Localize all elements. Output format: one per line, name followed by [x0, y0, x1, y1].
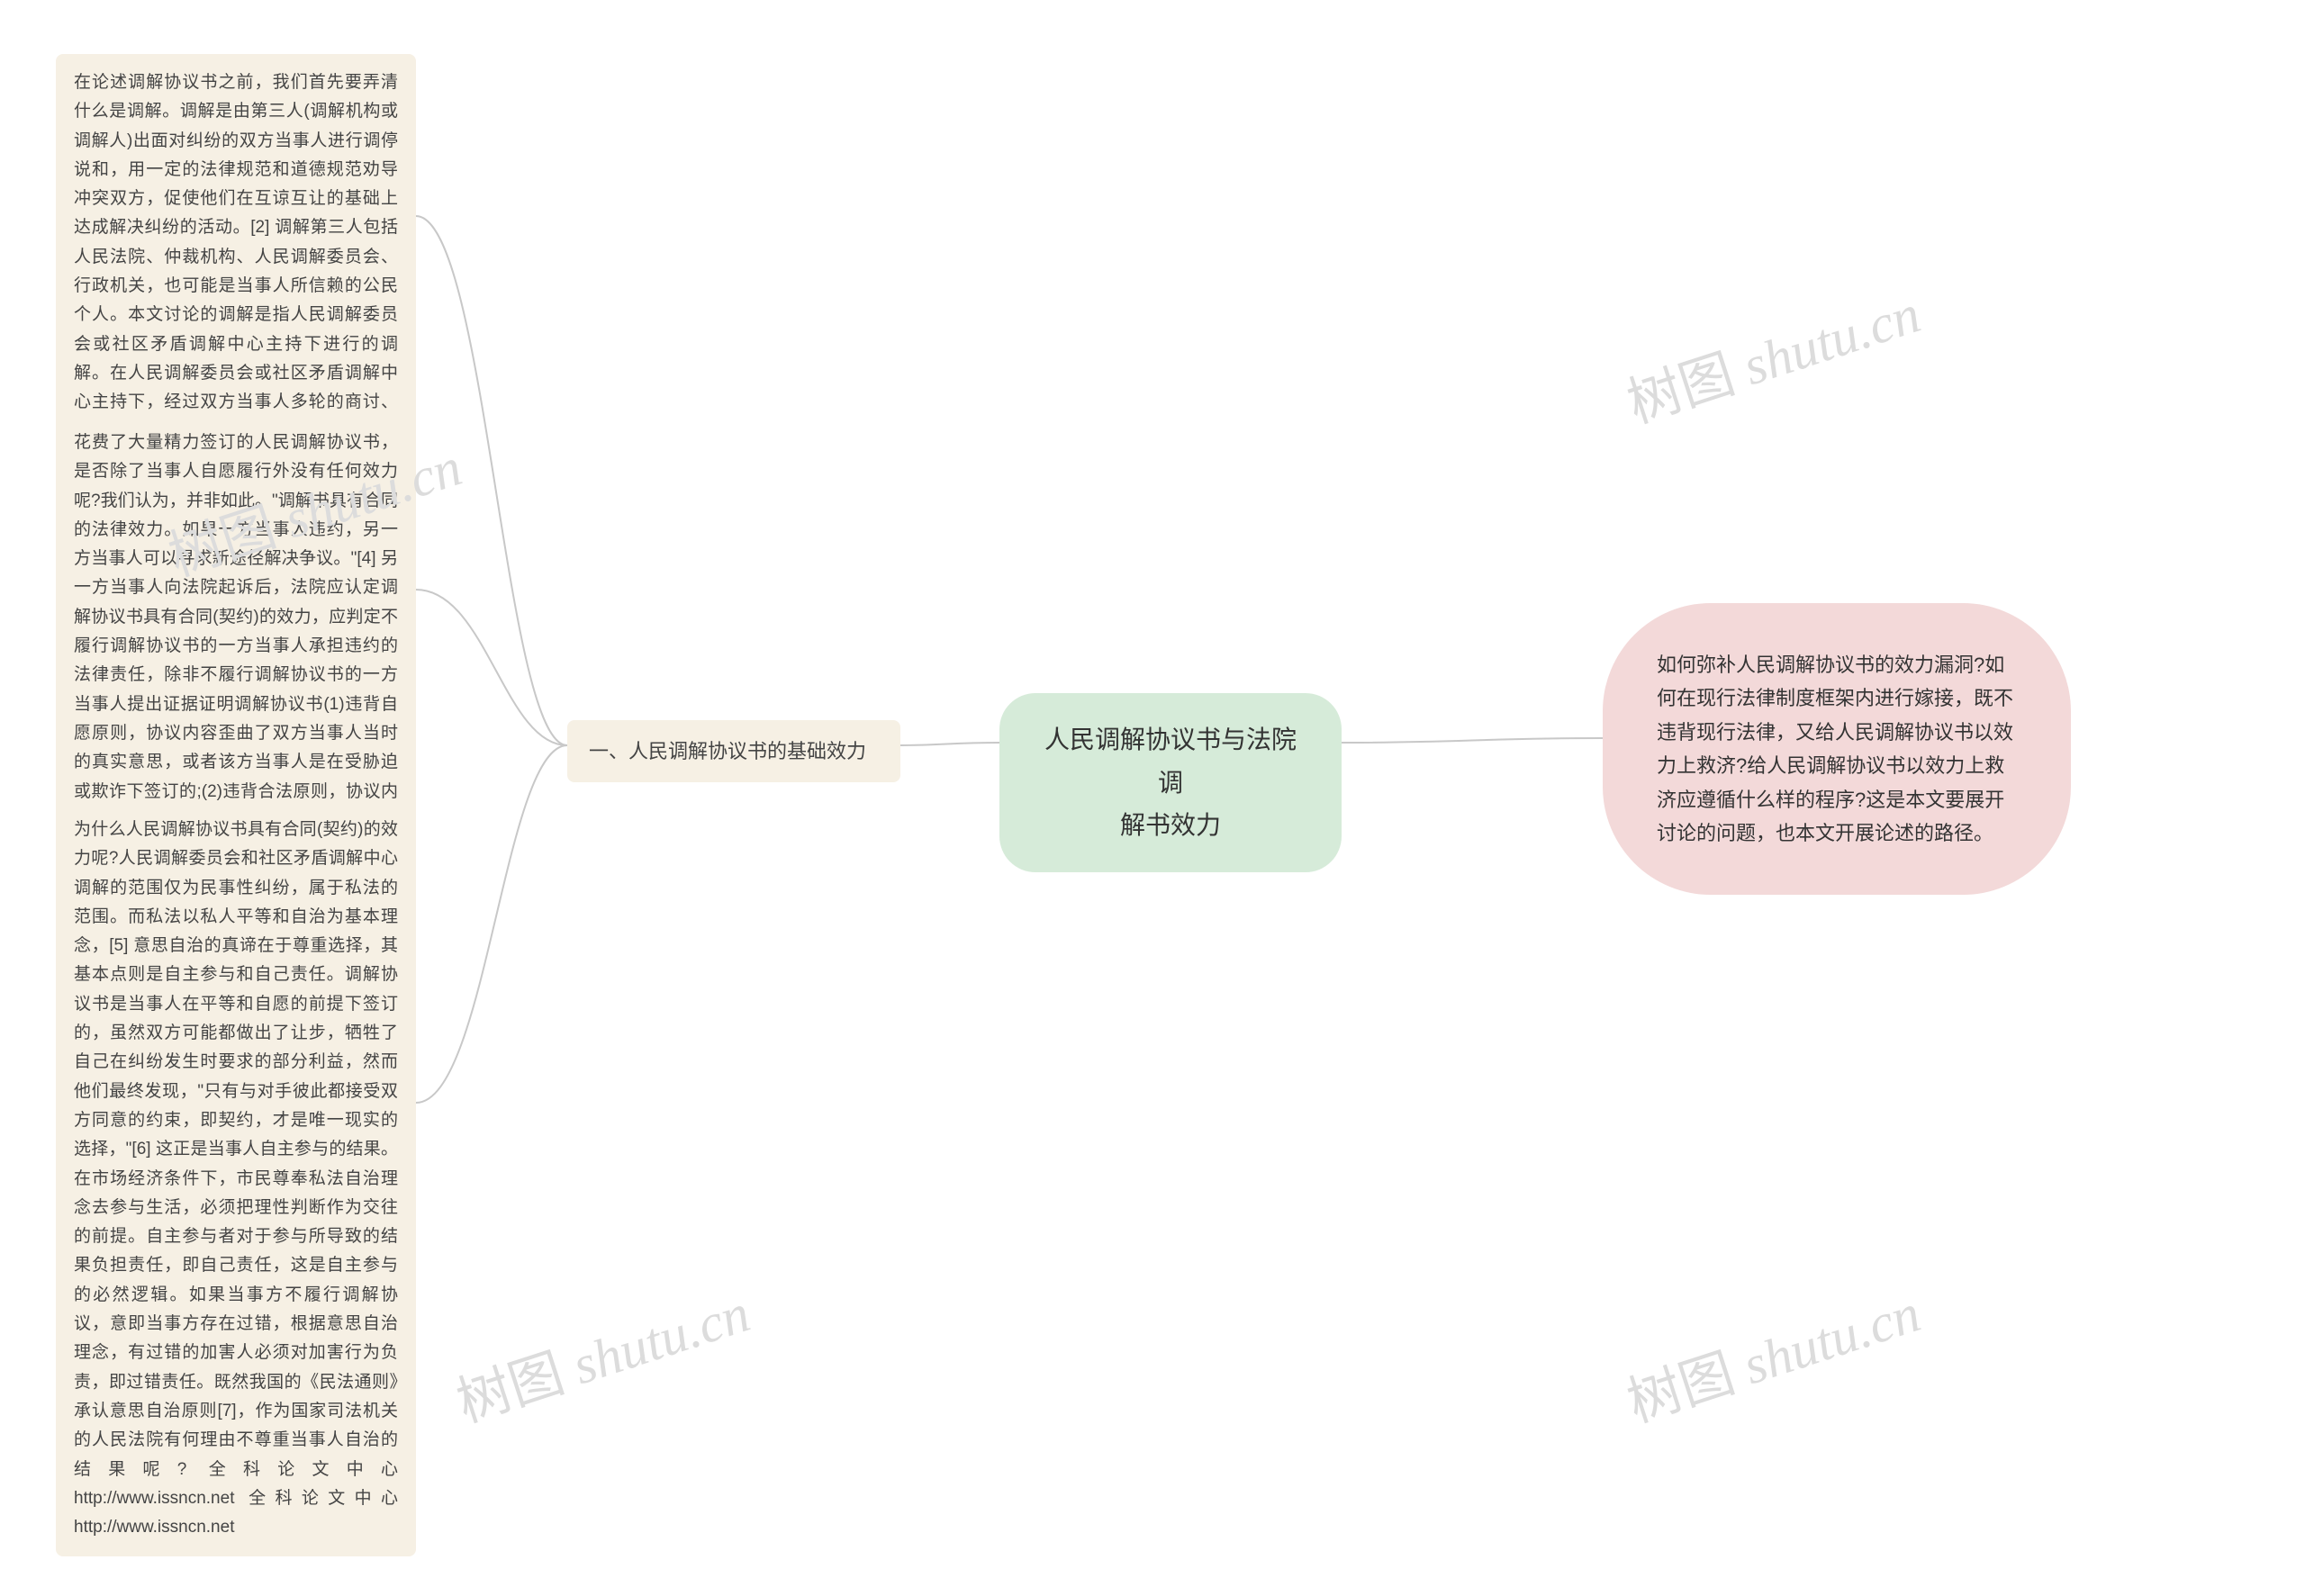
- watermark: 树图 shutu.cn: [446, 1269, 758, 1438]
- connector: [416, 590, 567, 745]
- right-text: 如何弥补人民调解协议书的效力漏洞?如何在现行法律制度框架内进行嫁接，既不违背现行…: [1657, 648, 2017, 850]
- leaf-2-text: 为什么人民调解协议书具有合同(契约)的效力呢?人民调解委员会和社区矛盾调解中心调…: [74, 816, 398, 1542]
- leaf-node-2[interactable]: 为什么人民调解协议书具有合同(契约)的效力呢?人民调解委员会和社区矛盾调解中心调…: [56, 801, 416, 1556]
- center-topic[interactable]: 人民调解协议书与法院调 解书效力: [999, 693, 1342, 872]
- section-1-title: 一、人民调解协议书的基础效力: [589, 740, 866, 762]
- center-title-line2: 解书效力: [1035, 804, 1306, 847]
- connector: [416, 745, 567, 1103]
- mindmap-canvas: 人民调解协议书与法院调 解书效力 如何弥补人民调解协议书的效力漏洞?如何在现行法…: [0, 0, 2305, 1596]
- leaf-1-text: 花费了大量精力签订的人民调解协议书，是否除了当事人自愿履行外没有任何效力呢?我们…: [74, 428, 398, 864]
- section-1[interactable]: 一、人民调解协议书的基础效力: [567, 720, 900, 782]
- watermark: 树图 shutu.cn: [1616, 1269, 1929, 1438]
- right-branch[interactable]: 如何弥补人民调解协议书的效力漏洞?如何在现行法律制度框架内进行嫁接，既不违背现行…: [1603, 603, 2071, 895]
- watermark: 树图 shutu.cn: [1616, 270, 1929, 438]
- center-title-line1: 人民调解协议书与法院调: [1035, 718, 1306, 804]
- connector: [1342, 738, 1603, 743]
- connector: [416, 216, 567, 745]
- connector: [900, 743, 999, 745]
